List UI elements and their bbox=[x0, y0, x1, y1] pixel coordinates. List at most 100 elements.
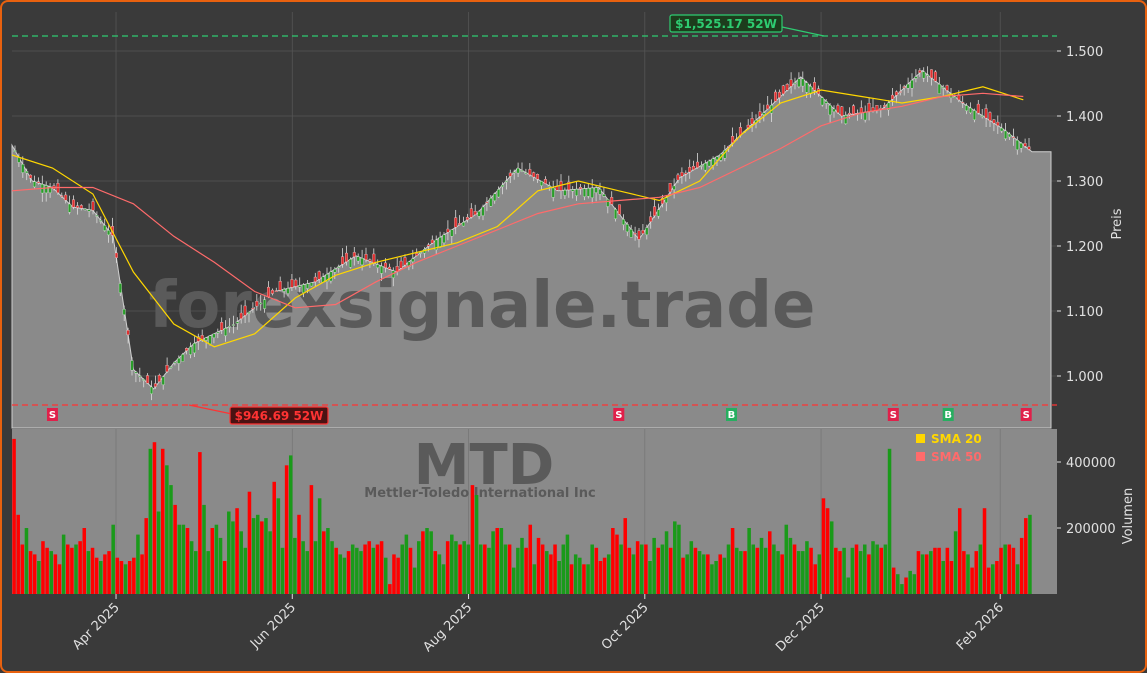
candle-body bbox=[247, 312, 251, 314]
volume-bar bbox=[284, 465, 289, 594]
volume-bar bbox=[49, 551, 53, 594]
candle-body bbox=[142, 379, 146, 381]
candle-body bbox=[48, 186, 52, 193]
volume-bar bbox=[383, 557, 388, 594]
candle-body bbox=[575, 189, 579, 196]
candle-body bbox=[333, 269, 337, 273]
candle-body bbox=[520, 170, 524, 172]
candle-body bbox=[867, 102, 871, 112]
volume-bar bbox=[991, 564, 995, 594]
volume-bar bbox=[689, 541, 694, 594]
candle-body bbox=[458, 223, 462, 225]
candle-body bbox=[512, 171, 516, 174]
candle-body bbox=[267, 286, 270, 297]
candle-body bbox=[450, 229, 454, 237]
price-tick-label: 1.000 bbox=[1066, 370, 1103, 385]
volume-bar bbox=[458, 544, 462, 594]
volume-bar bbox=[734, 547, 739, 594]
volume-bar bbox=[322, 531, 326, 594]
candle-body bbox=[228, 326, 231, 328]
candle-body bbox=[263, 299, 267, 309]
candle-body bbox=[270, 289, 274, 294]
candle-body bbox=[87, 209, 91, 212]
volume-bar bbox=[701, 554, 706, 594]
volume-bar bbox=[41, 541, 45, 594]
candle-body bbox=[341, 256, 345, 265]
volume-bar bbox=[706, 554, 710, 594]
volume-bar bbox=[825, 508, 830, 594]
volume-bar bbox=[86, 551, 91, 594]
candle-body bbox=[477, 211, 481, 217]
candle-body bbox=[208, 335, 212, 345]
candle-body bbox=[766, 104, 770, 110]
candle-body bbox=[130, 360, 134, 371]
candle-body bbox=[524, 172, 528, 174]
volume-bar bbox=[594, 547, 599, 594]
volume-bar bbox=[437, 554, 442, 594]
low-label-box bbox=[229, 406, 329, 425]
candle-body bbox=[325, 274, 329, 282]
volume-bar bbox=[569, 564, 574, 594]
volume-bar bbox=[392, 554, 396, 594]
volume-bar bbox=[846, 577, 850, 594]
volume-bar bbox=[78, 541, 82, 594]
volume-bar bbox=[966, 554, 970, 594]
volume-bar bbox=[371, 547, 376, 594]
candle-body bbox=[571, 189, 575, 192]
candle-body bbox=[442, 234, 446, 244]
watermark-company: Mettler-Toledo International Inc bbox=[364, 486, 595, 501]
volume-bar bbox=[809, 547, 813, 594]
volume-bar bbox=[305, 551, 310, 594]
volume-bar bbox=[350, 544, 355, 594]
candle-body bbox=[692, 166, 696, 170]
candle-body bbox=[594, 187, 598, 193]
signal-badge bbox=[46, 408, 58, 421]
volume-bar bbox=[772, 544, 776, 594]
candle-body bbox=[910, 80, 914, 89]
volume-tick-label: 200000 bbox=[1066, 522, 1116, 537]
volume-bar bbox=[462, 541, 466, 594]
volume-bar bbox=[156, 511, 161, 594]
candle-body bbox=[220, 322, 224, 331]
candle-body bbox=[114, 252, 118, 258]
candle-body bbox=[777, 91, 781, 98]
candle-body bbox=[504, 180, 508, 182]
price-tick-label: 1.100 bbox=[1066, 305, 1103, 320]
volume-bar bbox=[272, 481, 276, 594]
candle-body bbox=[614, 209, 618, 219]
candle-body bbox=[411, 258, 415, 262]
candle-body bbox=[192, 343, 196, 354]
volume-bar bbox=[924, 554, 929, 594]
volume-bar bbox=[586, 564, 590, 594]
candle-body bbox=[926, 74, 930, 76]
volume-bar bbox=[45, 547, 49, 594]
candle-body bbox=[75, 205, 79, 208]
volume-bar bbox=[578, 557, 582, 594]
volume-bar bbox=[425, 528, 429, 594]
candle-body bbox=[345, 252, 348, 262]
volume-bar bbox=[867, 554, 871, 594]
candle-body bbox=[446, 228, 450, 233]
signal-badge bbox=[942, 408, 954, 421]
volume-bar bbox=[82, 528, 87, 594]
price-axis-label: Preis bbox=[1110, 208, 1125, 239]
candle-body bbox=[434, 239, 438, 250]
candle-body bbox=[290, 279, 294, 288]
candle-body bbox=[813, 82, 816, 91]
volume-bar bbox=[239, 531, 243, 594]
volume-bar bbox=[268, 531, 272, 594]
volume-bar bbox=[495, 528, 499, 594]
candle-body bbox=[684, 172, 688, 175]
volume-bar bbox=[573, 554, 578, 594]
volume-bar bbox=[619, 544, 623, 594]
volume-y-ticks: 200000 400000 bbox=[1057, 456, 1116, 537]
volume-bar bbox=[908, 570, 912, 594]
candle-body bbox=[996, 121, 1000, 126]
volume-bar bbox=[326, 528, 330, 594]
candle-body bbox=[259, 302, 263, 305]
volume-bar bbox=[726, 544, 731, 594]
signal-label: S bbox=[890, 410, 897, 421]
candle-body bbox=[99, 220, 103, 222]
volume-tick-label: 400000 bbox=[1066, 456, 1116, 471]
signal-badge bbox=[725, 408, 737, 421]
